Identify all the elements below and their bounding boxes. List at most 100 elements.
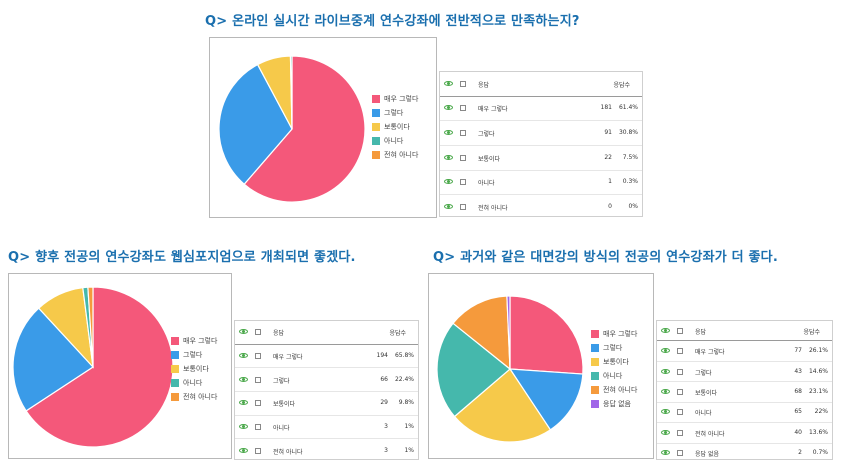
legend-swatch [171, 351, 179, 359]
row-checkbox[interactable] [460, 179, 466, 186]
response-percent: 22% [814, 408, 828, 416]
legend-label: 보통이다 [603, 358, 629, 366]
legend-swatch [171, 393, 179, 401]
table-row: 매우 그렇다 181 61.4% [440, 97, 642, 122]
eye-icon[interactable] [239, 352, 248, 358]
row-checkbox[interactable] [677, 327, 683, 334]
response-label: 매우 그렇다 [695, 349, 725, 357]
table-header: 응답 응답수 [440, 72, 642, 97]
row-checkbox[interactable] [255, 352, 261, 359]
row-checkbox[interactable] [460, 204, 466, 211]
legend-swatch [591, 400, 599, 408]
question-1: Q> 온라인 실시간 라이브중계 연수강좌에 전반적으로 만족하는지? [205, 14, 580, 29]
eye-icon[interactable] [661, 429, 670, 435]
response-label: 전혀 아니다 [478, 205, 508, 213]
response-percent: 13.6% [808, 428, 828, 436]
legend-swatch [372, 95, 380, 103]
row-checkbox[interactable] [677, 368, 683, 375]
row-checkbox[interactable] [255, 376, 261, 383]
legend-swatch [171, 365, 179, 373]
legend-item: 매우 그렇다 [591, 327, 637, 341]
row-checkbox[interactable] [460, 130, 466, 137]
legend-item: 그렇다 [171, 348, 217, 362]
pie-slice-6 [506, 295, 511, 370]
row-checkbox[interactable] [677, 450, 683, 457]
pie-slice-5 [87, 286, 94, 368]
header-label: 응답 [695, 328, 707, 336]
response-count: 2 [798, 449, 802, 457]
response-label: 그렇다 [273, 377, 290, 385]
response-count: 3 [384, 446, 388, 454]
response-percent: 61.4% [618, 104, 638, 112]
legend-swatch [372, 123, 380, 131]
eye-icon[interactable] [661, 368, 670, 374]
pie-slice-4 [289, 55, 293, 130]
response-count: 181 [600, 104, 612, 112]
eye-icon[interactable] [239, 400, 248, 406]
response-percent: 9.8% [398, 399, 414, 407]
eye-icon[interactable] [661, 450, 670, 456]
question-2: Q> 향후 전공의 연수강좌도 웹심포지엄으로 개최되면 좋겠다. [8, 250, 356, 265]
row-checkbox[interactable] [255, 329, 261, 336]
eye-icon[interactable] [239, 376, 248, 382]
response-count: 0 [608, 203, 612, 211]
legend-label: 매우 그렇다 [603, 330, 638, 338]
legend-label: 그렇다 [384, 109, 404, 117]
eye-icon[interactable] [444, 179, 453, 185]
eye-icon[interactable] [661, 388, 670, 394]
row-checkbox[interactable] [677, 429, 683, 436]
row-checkbox[interactable] [677, 409, 683, 416]
response-label: 전혀 아니다 [273, 448, 303, 456]
eye-icon[interactable] [661, 327, 670, 333]
row-checkbox[interactable] [677, 348, 683, 355]
chart-panel-2: 매우 그렇다 그렇다 보통이다 아니다 전혀 아니다 [8, 273, 232, 459]
response-percent: 23.1% [808, 387, 828, 395]
response-count: 77 [794, 347, 802, 355]
legend-item: 보통이다 [591, 355, 637, 369]
row-checkbox[interactable] [255, 400, 261, 407]
table-row: 아니다 65 22% [657, 403, 832, 424]
legend-label: 응답 없음 [603, 400, 631, 408]
eye-icon[interactable] [444, 80, 453, 86]
pie-slice-1 [25, 286, 174, 448]
legend-item: 그렇다 [591, 341, 637, 355]
legend-swatch [372, 151, 380, 159]
legend-label: 보통이다 [183, 365, 209, 373]
eye-icon[interactable] [444, 204, 453, 210]
table-row: 전혀 아니다 3 1% [235, 439, 418, 462]
eye-icon[interactable] [444, 154, 453, 160]
header-count: 응답수 [613, 81, 630, 89]
response-label: 아니다 [273, 424, 290, 432]
row-checkbox[interactable] [677, 388, 683, 395]
legend-label: 매우 그렇다 [384, 95, 419, 103]
table-row: 보통이다 68 23.1% [657, 382, 832, 403]
legend-label: 아니다 [384, 137, 404, 145]
eye-icon[interactable] [444, 130, 453, 136]
legend-label: 매우 그렇다 [183, 337, 218, 345]
legend-swatch [591, 358, 599, 366]
legend-item: 전혀 아니다 [372, 148, 418, 162]
eye-icon[interactable] [661, 409, 670, 415]
table-row: 전혀 아니다 0 0% [440, 195, 642, 219]
response-label: 그렇다 [695, 369, 712, 377]
table-header: 응답 응답수 [657, 321, 832, 342]
row-checkbox[interactable] [460, 80, 466, 87]
eye-icon[interactable] [661, 348, 670, 354]
pie-slice-2 [508, 368, 584, 431]
row-checkbox[interactable] [255, 447, 261, 454]
chart-panel-1: 매우 그렇다 그렇다 보통이다 아니다 전혀 아니다 [209, 37, 437, 218]
table-row: 보통이다 29 9.8% [235, 392, 418, 416]
eye-icon[interactable] [239, 423, 248, 429]
response-count: 29 [380, 399, 388, 407]
eye-icon[interactable] [239, 329, 248, 335]
response-percent: 7.5% [622, 153, 638, 161]
eye-icon[interactable] [239, 447, 248, 453]
legend-label: 아니다 [603, 372, 623, 380]
table-row: 보통이다 22 7.5% [440, 146, 642, 171]
eye-icon[interactable] [444, 105, 453, 111]
row-checkbox[interactable] [460, 105, 466, 112]
response-count: 65 [794, 408, 802, 416]
row-checkbox[interactable] [460, 154, 466, 161]
row-checkbox[interactable] [255, 423, 261, 430]
response-count: 68 [794, 387, 802, 395]
